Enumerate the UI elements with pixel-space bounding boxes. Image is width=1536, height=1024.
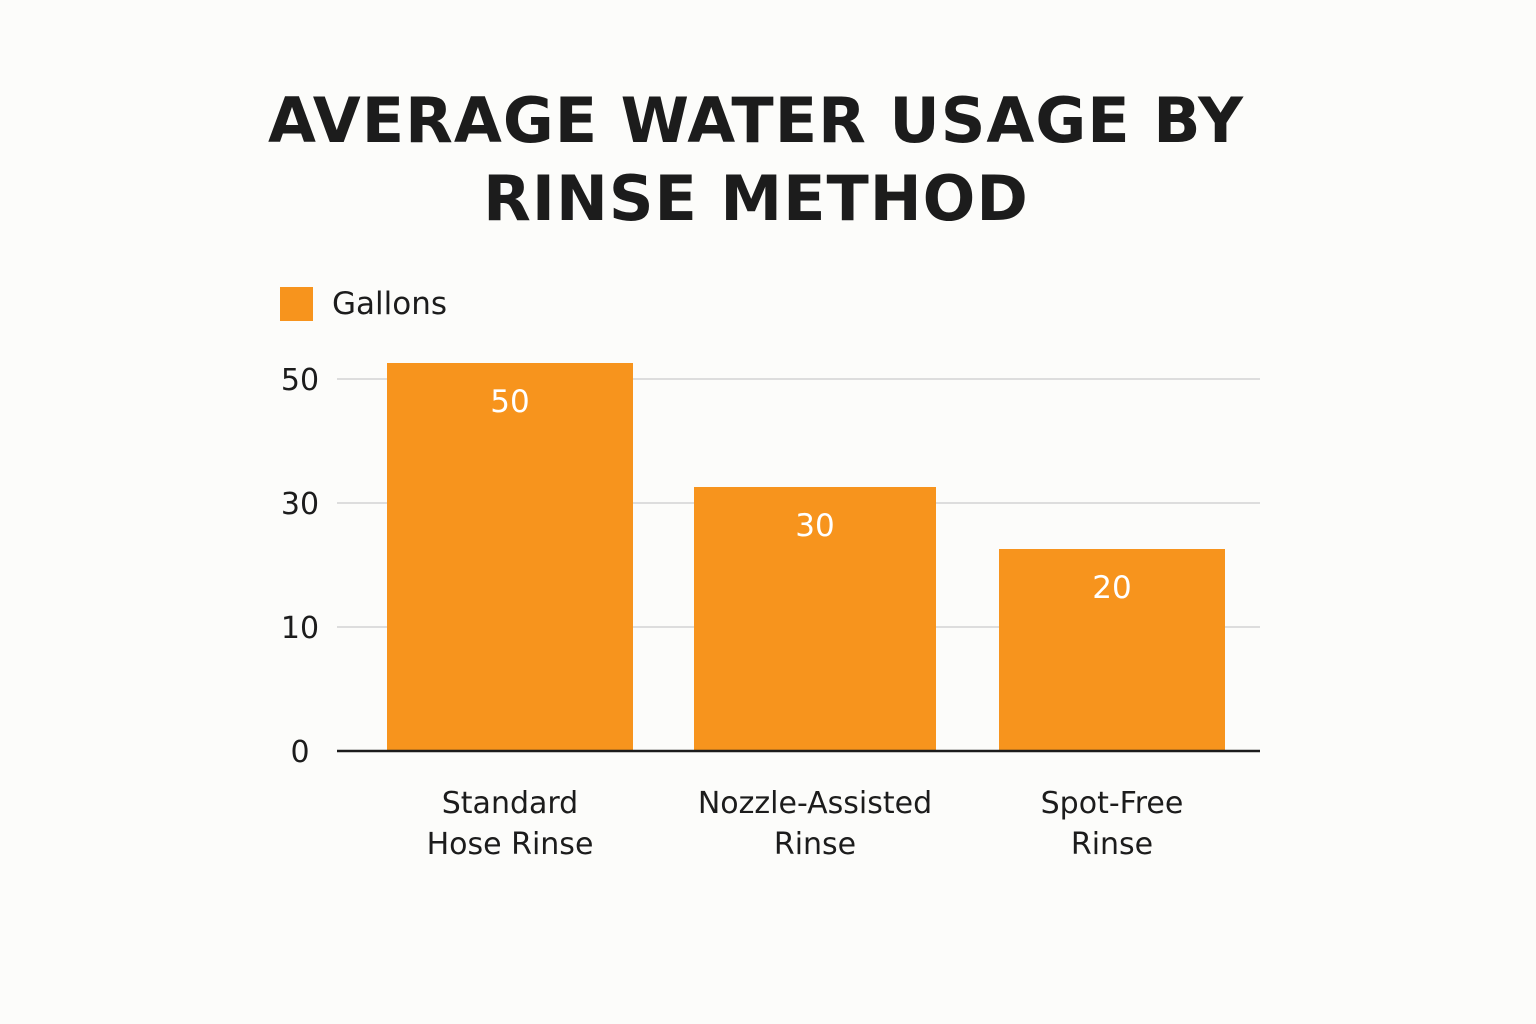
chart-title-line-2: RINSE METHOD bbox=[483, 162, 1029, 235]
legend-swatch bbox=[280, 287, 313, 321]
x-category-label-2-line-1: Nozzle-Assisted bbox=[698, 786, 932, 821]
x-category-label-3-line-2: Rinse bbox=[1071, 827, 1153, 862]
x-category-label-2-line-2: Rinse bbox=[774, 827, 856, 862]
bar-value-label-1: 50 bbox=[490, 384, 529, 420]
bar-1 bbox=[387, 363, 633, 751]
y-tick-label-0: 0 bbox=[290, 735, 309, 770]
y-tick-label-10: 10 bbox=[281, 611, 319, 646]
x-category-label-3-line-1: Spot-Free bbox=[1041, 786, 1184, 821]
y-tick-label-50: 50 bbox=[281, 363, 319, 398]
bar-value-label-2: 30 bbox=[795, 508, 834, 544]
legend-label: Gallons bbox=[332, 286, 448, 322]
chart-title-line-1: AVERAGE WATER USAGE BY bbox=[268, 84, 1244, 157]
bar-3 bbox=[999, 549, 1225, 751]
chart-title: AVERAGE WATER USAGE BY RINSE METHOD bbox=[0, 82, 1512, 238]
bar-2 bbox=[694, 487, 936, 751]
x-category-label-1-line-1: Standard bbox=[442, 786, 578, 821]
x-category-label-1-line-2: Hose Rinse bbox=[427, 827, 594, 862]
y-tick-label-30: 30 bbox=[281, 487, 319, 522]
bar-value-label-3: 20 bbox=[1092, 570, 1131, 606]
legend: Gallons bbox=[280, 286, 447, 322]
